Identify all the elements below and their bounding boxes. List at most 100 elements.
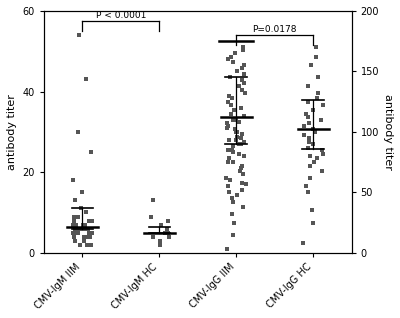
Point (81, 234, 88, 239)
Point (84, 242, 90, 247)
Point (242, 91, 248, 96)
Point (224, 160, 231, 165)
Point (224, 126, 230, 131)
Y-axis label: antibody titer: antibody titer (383, 94, 393, 170)
Point (81, 222, 88, 227)
Point (239, 65, 246, 70)
Point (83, 234, 90, 239)
Point (78, 206, 84, 211)
Point (157, 238, 164, 243)
Point (320, 151, 326, 156)
Point (85, 226, 91, 231)
Point (310, 142, 316, 147)
Point (304, 190, 311, 195)
Point (305, 83, 311, 88)
Point (76, 226, 83, 231)
Point (239, 187, 246, 192)
Point (72, 222, 79, 227)
Point (75, 226, 82, 231)
Point (224, 99, 231, 104)
Point (162, 230, 168, 235)
Point (81, 238, 88, 243)
Point (224, 148, 231, 153)
Point (319, 168, 325, 173)
Point (310, 220, 316, 225)
Point (306, 135, 312, 141)
Point (240, 81, 247, 86)
Point (314, 75, 321, 80)
Point (229, 95, 235, 100)
Point (307, 154, 314, 159)
Point (313, 45, 319, 50)
Point (241, 71, 247, 76)
Point (225, 123, 232, 128)
Point (224, 247, 230, 252)
Point (230, 150, 236, 155)
Point (72, 226, 78, 231)
Point (232, 127, 238, 132)
Point (313, 54, 319, 59)
Point (236, 83, 242, 88)
Point (239, 47, 246, 52)
Text: P < 0.0001: P < 0.0001 (96, 11, 146, 20)
Point (88, 242, 94, 247)
Point (150, 234, 156, 239)
Point (239, 87, 246, 92)
Point (238, 166, 244, 171)
Point (225, 156, 232, 161)
Point (230, 160, 237, 165)
Point (75, 230, 82, 235)
Point (72, 198, 78, 203)
Point (226, 190, 232, 195)
Point (238, 180, 245, 185)
Point (228, 54, 234, 59)
Point (233, 117, 240, 122)
Point (83, 210, 89, 215)
Point (229, 148, 236, 153)
Point (306, 163, 313, 168)
Point (85, 218, 92, 223)
Point (71, 214, 78, 219)
Point (73, 230, 79, 235)
Point (241, 63, 247, 68)
Point (320, 103, 326, 108)
Point (314, 156, 320, 161)
Point (228, 111, 234, 116)
Point (148, 214, 154, 219)
Point (234, 69, 240, 74)
Point (150, 198, 156, 203)
Point (78, 226, 84, 231)
Point (73, 222, 80, 227)
Point (237, 168, 244, 173)
Text: P=0.0178: P=0.0178 (252, 25, 297, 34)
Point (302, 184, 309, 189)
Point (305, 99, 311, 104)
Point (78, 226, 85, 231)
Point (231, 107, 238, 113)
Point (70, 234, 77, 239)
Point (165, 230, 171, 235)
Point (82, 226, 88, 231)
Point (80, 222, 86, 227)
Point (164, 218, 171, 223)
Point (72, 238, 79, 243)
Point (228, 211, 235, 217)
Point (234, 134, 241, 139)
Point (86, 230, 92, 235)
Point (315, 91, 322, 96)
Point (240, 154, 247, 159)
Point (229, 117, 236, 122)
Point (234, 129, 240, 135)
Point (86, 234, 93, 239)
Point (224, 121, 230, 126)
Point (77, 242, 83, 247)
Point (314, 95, 320, 100)
Point (237, 135, 244, 141)
Point (305, 145, 312, 150)
Point (228, 103, 234, 108)
Point (310, 107, 316, 113)
Point (88, 218, 94, 223)
Point (239, 172, 246, 177)
Point (225, 57, 232, 62)
Point (236, 151, 242, 156)
